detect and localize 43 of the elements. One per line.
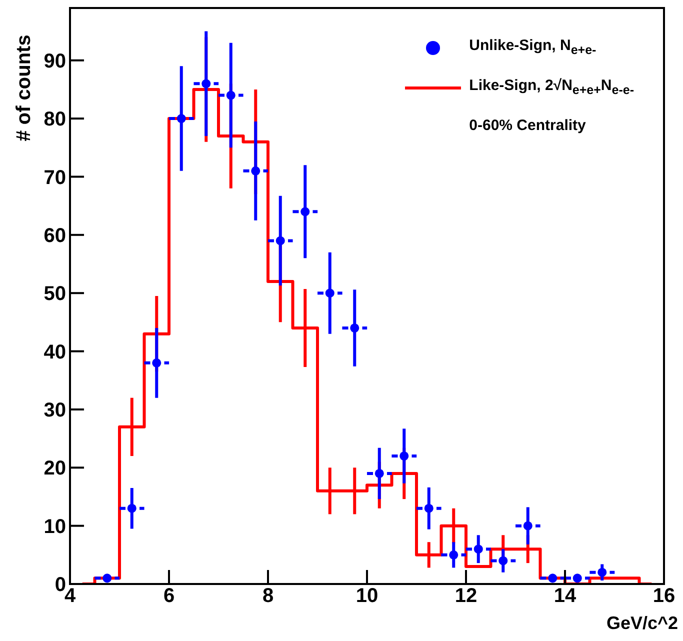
point <box>300 207 310 216</box>
y-tick-label: 30 <box>44 400 66 422</box>
x-tick-label: 16 <box>652 585 676 608</box>
point <box>374 468 384 478</box>
point <box>251 166 260 176</box>
y-tick-label: 90 <box>44 50 66 72</box>
point <box>127 504 136 513</box>
y-tick-label: 80 <box>44 108 66 131</box>
y-tick-label: 0 <box>54 574 66 596</box>
x-tick-label: 4 <box>64 585 76 608</box>
point <box>598 568 607 577</box>
x-axis-title: GeV/c^2 <box>606 613 678 634</box>
point <box>424 504 434 513</box>
point <box>176 114 186 124</box>
point <box>400 451 409 461</box>
y-tick-label: 50 <box>44 283 66 306</box>
x-tick-label: 12 <box>454 585 478 608</box>
point <box>474 544 483 554</box>
legend-label: Unlike-Sign, N$_{e+e-}$ <box>469 36 596 59</box>
legend-label: Like-Sign, 2√N$_{e+e+}$N$_{e-e-}$ <box>469 76 634 99</box>
point <box>523 521 532 530</box>
annotation: 0-60% Centrality <box>469 116 587 136</box>
point <box>449 550 458 560</box>
point <box>350 323 360 333</box>
x-tick-label: 8 <box>262 585 274 608</box>
y-tick-label: 60 <box>44 225 66 248</box>
x-tick-label: 14 <box>554 585 577 608</box>
point <box>572 574 582 583</box>
y-tick-label: 70 <box>44 166 66 189</box>
y-tick-label: 10 <box>44 516 66 538</box>
y-tick-label: 20 <box>44 458 66 480</box>
y-tick-label: 40 <box>44 341 66 364</box>
y-axis-title: # of counts <box>13 34 36 142</box>
point <box>498 556 508 566</box>
x-tick-label: 6 <box>163 585 175 608</box>
point <box>226 90 236 100</box>
point <box>325 288 334 298</box>
point <box>202 79 211 88</box>
point <box>102 574 112 583</box>
point <box>548 574 558 583</box>
point <box>276 236 285 246</box>
x-tick-label: 10 <box>356 585 378 608</box>
point <box>152 358 162 368</box>
